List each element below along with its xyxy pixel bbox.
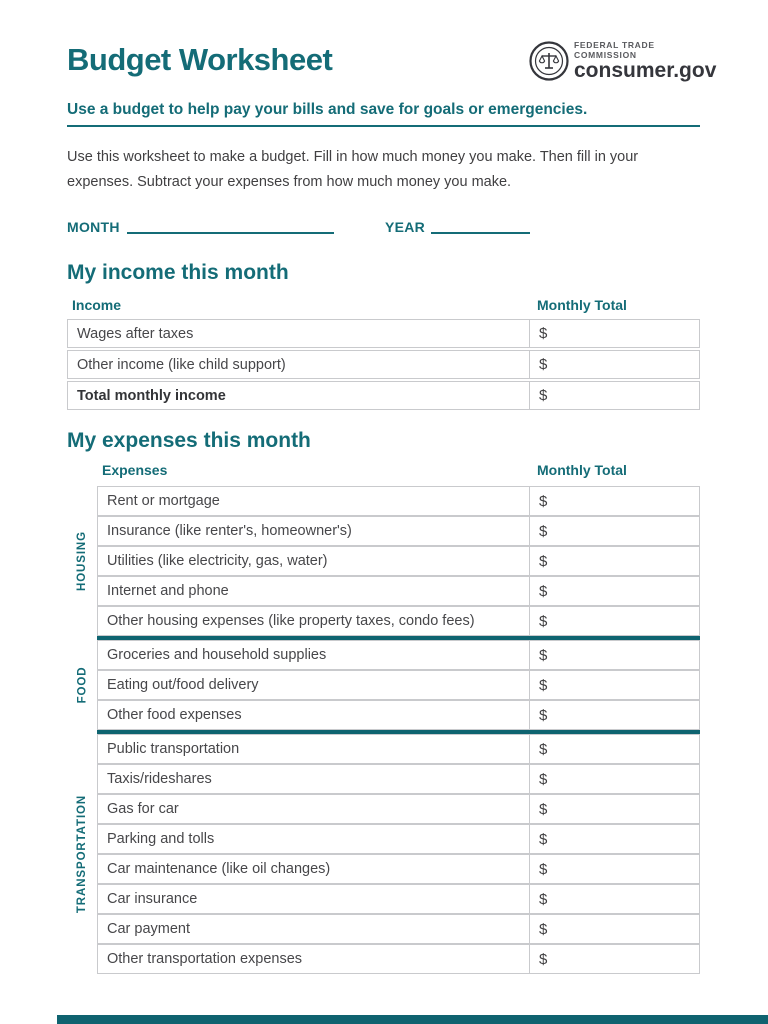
expense-row-value-field[interactable]: $: [529, 487, 699, 515]
expense-row-value-field[interactable]: $: [529, 795, 699, 823]
expense-row: Car maintenance (like oil changes) $: [97, 854, 700, 884]
expense-row: Groceries and household supplies $: [97, 640, 700, 670]
expense-row: Eating out/food delivery $: [97, 670, 700, 700]
income-total-column-header: Monthly Total: [537, 297, 627, 313]
expense-row-value-field[interactable]: $: [529, 855, 699, 883]
expense-row-label: Parking and tolls: [107, 831, 215, 847]
housing-group-label: HOUSING: [76, 531, 89, 591]
expense-row: Other food expenses $: [97, 700, 700, 730]
logo-text: FEDERAL TRADE COMMISSION consumer.gov: [574, 40, 716, 82]
month-blank-field[interactable]: [127, 219, 334, 234]
expense-row-label: Car payment: [107, 921, 191, 937]
income-row: Wages after taxes $: [67, 319, 700, 348]
expense-row: Other housing expenses (like property ta…: [97, 606, 700, 636]
income-row-label: Wages after taxes: [77, 325, 194, 342]
intro-paragraph: Use this worksheet to make a budget. Fil…: [67, 149, 639, 190]
logo-agency-name: FEDERAL TRADE COMMISSION: [574, 40, 655, 60]
expenses-total-column-header: Monthly Total: [537, 462, 627, 478]
food-group-label: FOOD: [76, 666, 89, 704]
expense-row: Utilities (like electricity, gas, water)…: [97, 546, 700, 576]
expense-row-value-field[interactable]: $: [529, 577, 699, 605]
expense-group-divider: [97, 730, 700, 734]
expense-row: Other transportation expenses $: [97, 944, 700, 974]
expense-row-label: Other transportation expenses: [107, 951, 303, 967]
transportation-group-label: TRANSPORTATION: [76, 794, 89, 914]
expenses-section-heading: My expenses this month: [67, 429, 311, 452]
year-blank-field[interactable]: [431, 219, 530, 234]
expense-row-value-field[interactable]: $: [529, 547, 699, 575]
expense-row-value-field[interactable]: $: [529, 607, 699, 635]
expense-row-value-field[interactable]: $: [529, 885, 699, 913]
expense-row-value-field[interactable]: $: [529, 641, 699, 669]
expense-row-label: Eating out/food delivery: [107, 677, 259, 693]
expense-row: Public transportation $: [97, 734, 700, 764]
expense-row-label: Groceries and household supplies: [107, 647, 327, 663]
income-row-value-field[interactable]: $: [529, 382, 699, 409]
expense-row-label: Car insurance: [107, 891, 198, 907]
income-row-label: Total monthly income: [77, 387, 226, 404]
expense-row-value-field[interactable]: $: [529, 825, 699, 853]
expense-row-value-field[interactable]: $: [529, 517, 699, 545]
logo-site-name: consumer.gov: [574, 59, 717, 82]
consumer-gov-logo: FEDERAL TRADE COMMISSION consumer.gov: [529, 40, 716, 82]
expense-row-value-field[interactable]: $: [529, 701, 699, 729]
expense-row: Internet and phone $: [97, 576, 700, 606]
income-row-label: Other income (like child support): [77, 356, 286, 373]
expense-row-label: Other housing expenses (like property ta…: [107, 613, 475, 629]
expense-row: Insurance (like renter's, homeowner's) $: [97, 516, 700, 546]
header-rule: [67, 125, 700, 127]
next-page-edge: [57, 1015, 768, 1024]
expense-row: Car insurance $: [97, 884, 700, 914]
expense-row-label: Rent or mortgage: [107, 493, 220, 509]
expenses-table: Rent or mortgage $ Insurance (like renter'…: [97, 486, 700, 974]
expense-row: Taxis/rideshares $: [97, 764, 700, 794]
expense-row-value-field[interactable]: $: [529, 945, 699, 973]
tagline: Use a budget to help pay your bills and …: [67, 101, 588, 118]
income-row: Total monthly income $: [67, 381, 700, 410]
expense-row-value-field[interactable]: $: [529, 765, 699, 793]
expense-row-value-field[interactable]: $: [529, 915, 699, 943]
expense-row-value-field[interactable]: $: [529, 735, 699, 763]
expense-row: Rent or mortgage $: [97, 486, 700, 516]
income-section-heading: My income this month: [67, 261, 289, 284]
year-label: YEAR: [385, 219, 426, 235]
expense-row-label: Internet and phone: [107, 583, 229, 599]
income-row: Other income (like child support) $: [67, 350, 700, 379]
expense-row: Parking and tolls $: [97, 824, 700, 854]
month-year-row: MONTH YEAR: [67, 219, 700, 237]
income-row-value-field[interactable]: $: [529, 351, 699, 378]
income-row-value-field[interactable]: $: [529, 320, 699, 347]
expense-row-label: Other food expenses: [107, 707, 242, 723]
expense-group-divider: [97, 636, 700, 640]
expense-row-label: Car maintenance (like oil changes): [107, 861, 331, 877]
expense-row-label: Insurance (like renter's, homeowner's): [107, 523, 352, 539]
expense-row-label: Public transportation: [107, 741, 240, 757]
month-label: MONTH: [67, 219, 120, 235]
expenses-column-header: Expenses: [102, 462, 168, 478]
income-column-header: Income: [72, 297, 122, 313]
expense-row-label: Utilities (like electricity, gas, water): [107, 553, 328, 569]
expense-row: Car payment $: [97, 914, 700, 944]
income-table: Wages after taxes $ Other income (like chi…: [67, 319, 700, 412]
ftc-seal-icon: [529, 41, 569, 81]
expense-row-value-field[interactable]: $: [529, 671, 699, 699]
expense-row-label: Taxis/rideshares: [107, 771, 212, 787]
page-title: Budget Worksheet: [67, 42, 333, 77]
expense-row: Gas for car $: [97, 794, 700, 824]
expense-row-label: Gas for car: [107, 801, 179, 817]
